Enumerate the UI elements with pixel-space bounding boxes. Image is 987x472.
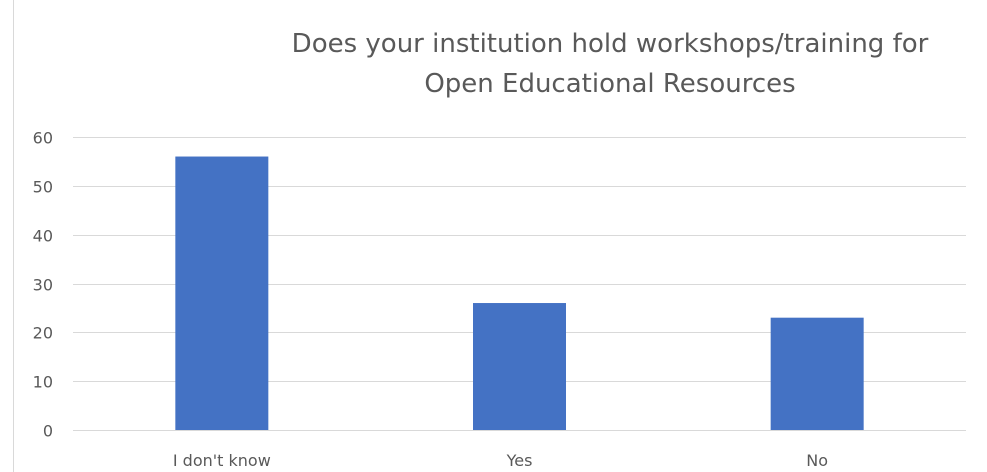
- x-category-label-0: I don't know: [173, 451, 271, 470]
- bar-0: [175, 156, 269, 431]
- chart-title: Does your institution hold workshops/tra…: [291, 29, 929, 99]
- bar-1: [473, 303, 566, 430]
- x-category-label-2: No: [806, 451, 828, 470]
- bar-2: [770, 317, 864, 430]
- y-tick-label-10: 10: [33, 373, 53, 392]
- chart-left-border: [13, 0, 14, 472]
- y-tick-label-0: 0: [43, 422, 53, 441]
- y-tick-label-30: 30: [33, 276, 53, 295]
- y-tick-label-50: 50: [33, 178, 53, 197]
- y-tick-label-60: 60: [33, 129, 53, 148]
- x-category-label-1: Yes: [506, 451, 533, 470]
- y-tick-label-40: 40: [33, 227, 53, 246]
- y-tick-label-20: 20: [33, 324, 53, 343]
